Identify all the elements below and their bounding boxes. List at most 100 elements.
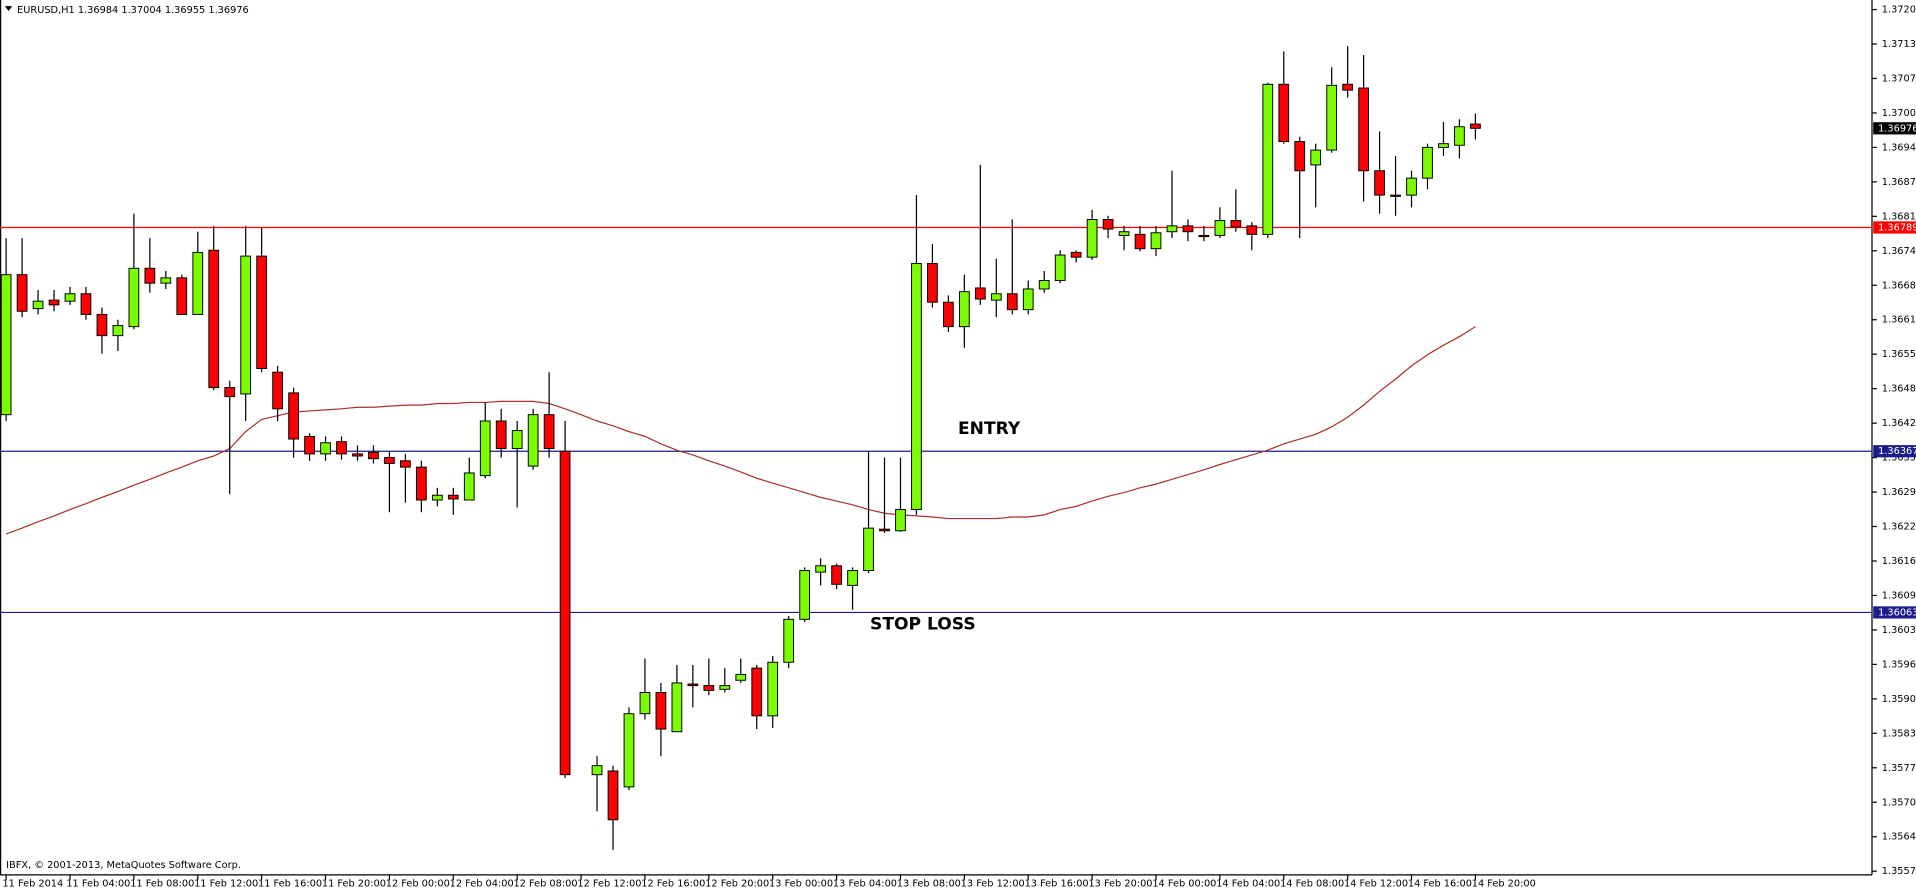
x-tick-label: 13 Feb 16:00 bbox=[1025, 878, 1089, 889]
candle-body bbox=[431, 494, 443, 501]
y-tick-label: 1.36030 bbox=[1882, 625, 1916, 636]
x-tick-label: 12 Feb 16:00 bbox=[641, 878, 705, 889]
candle-body bbox=[224, 387, 236, 398]
moving-average bbox=[5, 326, 1476, 535]
candle-body bbox=[847, 570, 858, 586]
chart-header: EURUSD,H1 1.36984 1.37004 1.36955 1.3697… bbox=[17, 5, 249, 16]
close-value: 1.36976 bbox=[208, 5, 248, 16]
candle-body bbox=[943, 301, 954, 328]
candle-body bbox=[1166, 225, 1178, 233]
candle-body bbox=[799, 570, 811, 620]
x-tick-label: 13 Feb 20:00 bbox=[1088, 878, 1152, 889]
candle-body bbox=[1022, 288, 1034, 311]
candle-body bbox=[1118, 231, 1130, 236]
y-tick-label: 1.35835 bbox=[1882, 728, 1916, 739]
x-tick-label: 12 Feb 00:00 bbox=[386, 878, 450, 889]
candle-body bbox=[1230, 220, 1242, 228]
candle-body bbox=[1422, 146, 1433, 179]
candle-body bbox=[1358, 87, 1369, 172]
candle-body bbox=[1134, 233, 1146, 250]
candle-body bbox=[240, 255, 252, 395]
y-tick-label: 1.35575 bbox=[1882, 866, 1916, 877]
y-tick-label: 1.36160 bbox=[1882, 556, 1916, 567]
menu-arrow[interactable] bbox=[4, 6, 13, 11]
y-tick-label: 1.35965 bbox=[1882, 659, 1916, 670]
candle-body bbox=[1470, 123, 1481, 129]
candle-body bbox=[927, 263, 938, 303]
y-tick-label: 1.37070 bbox=[1882, 73, 1916, 84]
candle-body bbox=[639, 692, 651, 715]
candle-body bbox=[400, 460, 411, 468]
candle-body bbox=[1342, 83, 1354, 91]
y-tick-label: 1.35770 bbox=[1882, 763, 1916, 774]
y-tick-label: 1.36680 bbox=[1882, 280, 1916, 291]
candle-body bbox=[863, 527, 874, 572]
symbol: EURUSD,H1 bbox=[17, 5, 75, 16]
y-tick-label: 1.37200 bbox=[1882, 5, 1916, 16]
y-tick-label: 1.36225 bbox=[1882, 522, 1916, 533]
level-price-tag bbox=[1873, 445, 1916, 458]
candle-body bbox=[1294, 141, 1306, 172]
candle-body bbox=[1438, 143, 1449, 148]
candle-body bbox=[80, 293, 92, 315]
candle-body bbox=[1054, 254, 1066, 281]
stop-loss-annotation: STOP LOSS bbox=[870, 614, 976, 634]
x-tick-label: 14 Feb 08:00 bbox=[1280, 878, 1344, 889]
candle-body bbox=[1262, 83, 1274, 235]
x-tick-label: 12 Feb 20:00 bbox=[705, 878, 769, 889]
candle-body bbox=[879, 528, 890, 532]
candle-body bbox=[1246, 225, 1258, 235]
candle-body bbox=[208, 249, 220, 389]
high-value: 1.37004 bbox=[121, 5, 161, 16]
candle-body bbox=[655, 692, 667, 730]
x-tick-label: 11 Feb 2014 bbox=[2, 878, 63, 889]
candle-body bbox=[256, 255, 268, 370]
candle-body bbox=[1086, 219, 1098, 258]
x-tick-label: 14 Feb 16:00 bbox=[1408, 878, 1472, 889]
level-price-tag bbox=[1873, 221, 1916, 234]
candle-body bbox=[607, 770, 619, 821]
candle-body bbox=[687, 683, 699, 687]
candle-body bbox=[815, 565, 826, 573]
x-tick-label: 11 Feb 04:00 bbox=[66, 878, 130, 889]
x-tick-label: 11 Feb 16:00 bbox=[258, 878, 322, 889]
candle-body bbox=[447, 494, 459, 500]
y-tick-label: 1.36550 bbox=[1882, 349, 1916, 360]
x-tick-label: 13 Feb 04:00 bbox=[833, 878, 897, 889]
x-tick-label: 12 Feb 12:00 bbox=[577, 878, 641, 889]
candle-body bbox=[559, 450, 571, 776]
candle-body bbox=[735, 673, 747, 681]
candle-body bbox=[48, 299, 60, 306]
candle-body bbox=[1374, 170, 1385, 196]
candle-body bbox=[1454, 126, 1465, 146]
y-tick-label: 1.36355 bbox=[1882, 453, 1916, 464]
candle-body bbox=[958, 291, 970, 328]
y-tick-label: 1.36875 bbox=[1882, 177, 1916, 188]
candle-body bbox=[911, 263, 922, 511]
candle-body bbox=[1198, 234, 1210, 238]
x-tick-label: 12 Feb 08:00 bbox=[514, 878, 578, 889]
candle-body bbox=[0, 274, 12, 416]
candle-body bbox=[591, 765, 603, 776]
candle-body bbox=[783, 618, 795, 663]
candle-body bbox=[623, 713, 635, 788]
x-tick-label: 13 Feb 00:00 bbox=[769, 878, 833, 889]
y-tick-label: 1.36810 bbox=[1882, 211, 1916, 222]
candle-body bbox=[1406, 177, 1417, 196]
candle-body bbox=[1070, 251, 1082, 258]
candle-body bbox=[16, 274, 28, 312]
current-price-tag bbox=[1873, 122, 1916, 135]
level-price-label: 1.36367 bbox=[1878, 446, 1916, 457]
candle-body bbox=[288, 392, 299, 440]
level-price-label: 1.36063 bbox=[1878, 607, 1916, 618]
y-tick-label: 1.36940 bbox=[1882, 142, 1916, 153]
candle-body bbox=[767, 661, 779, 717]
candle-body bbox=[304, 435, 315, 455]
open-value: 1.36984 bbox=[78, 5, 118, 16]
low-value: 1.36955 bbox=[165, 5, 205, 16]
candle-body bbox=[415, 466, 427, 501]
candle-body bbox=[176, 277, 188, 315]
candle-body bbox=[320, 442, 331, 455]
x-tick-label: 11 Feb 12:00 bbox=[194, 878, 258, 889]
current-price-label: 1.36976 bbox=[1878, 123, 1916, 134]
